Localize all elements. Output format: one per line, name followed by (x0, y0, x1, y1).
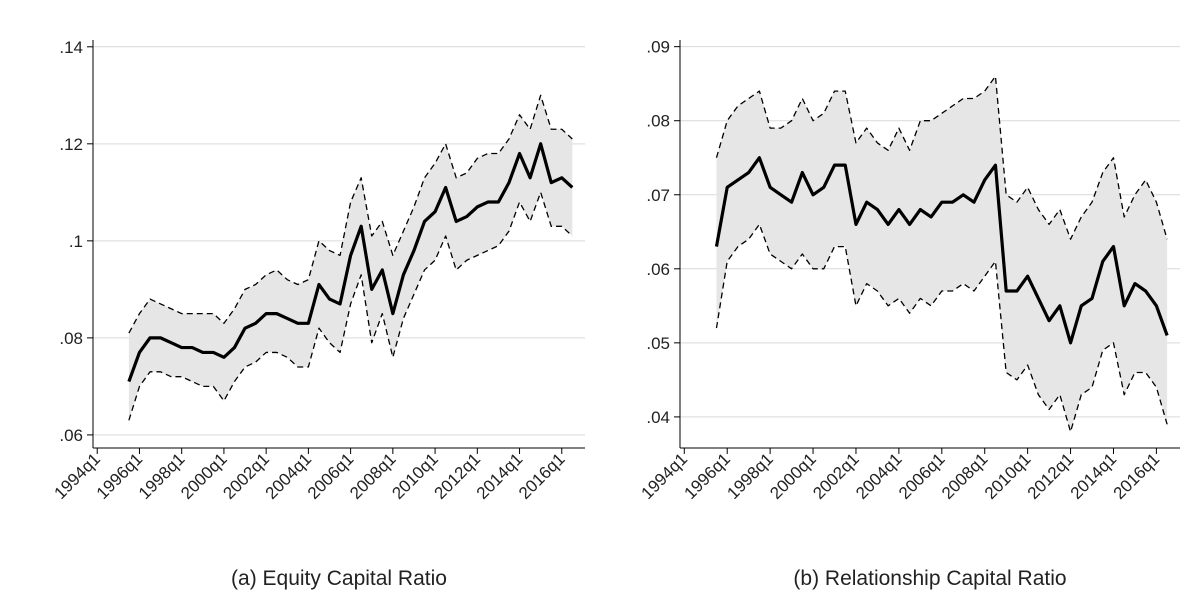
x-tick-label: 2008q1 (938, 449, 992, 503)
x-tick-label: 2012q1 (1024, 449, 1078, 503)
y-tick-label: .09 (646, 38, 670, 57)
x-tick-label: 2002q1 (219, 449, 273, 503)
x-tick-label: 2006q1 (304, 449, 358, 503)
x-tick-label: 2016q1 (1110, 449, 1164, 503)
estimate-line (127, 142, 574, 383)
chart-panel: .06.08.1.12.141994q11996q11998q12000q120… (50, 38, 585, 590)
x-tick-label: 2006q1 (895, 449, 949, 503)
x-tick-label: 2016q1 (515, 449, 569, 503)
confidence-band (716, 76, 1168, 432)
confidence-bound (715, 223, 1168, 433)
x-tick-label: 2000q1 (766, 449, 820, 503)
x-tick-label: 2010q1 (388, 449, 442, 503)
x-tick-label: 2014q1 (1067, 449, 1121, 503)
y-tick-label: .08 (646, 112, 670, 131)
x-tick-label: 1994q1 (50, 449, 104, 503)
y-tick-label: .14 (59, 38, 83, 57)
y-tick-label: .12 (59, 135, 83, 154)
x-tick-label: 2004q1 (262, 449, 316, 503)
y-tick-label: .06 (59, 426, 83, 445)
x-tick-label: 1994q1 (638, 449, 692, 503)
x-tick-label: 2014q1 (473, 449, 527, 503)
confidence-bound (715, 75, 1168, 240)
confidence-bound (128, 191, 573, 421)
x-tick-label: 2000q1 (177, 449, 231, 503)
chart-panel: .04 .05 .06 .07 .08 .09 1994q11996q11998q12000… (638, 38, 1180, 590)
estimate-line (714, 156, 1169, 345)
x-tick-label: 2008q1 (346, 449, 400, 503)
y-tick-label: .1 (69, 232, 83, 251)
y-tick-label: .08 (59, 329, 83, 348)
y-tick-label: .06 (646, 260, 670, 279)
x-tick-label: 2010q1 (981, 449, 1035, 503)
y-tick-label: .05 (646, 334, 670, 353)
x-tick-label: 2004q1 (852, 449, 906, 503)
x-tick-label: 2002q1 (809, 449, 863, 503)
chart-title: (a) Equity Capital Ratio (231, 567, 447, 590)
chart-title: (b) Relationship Capital Ratio (793, 567, 1066, 590)
x-tick-label: 1998q1 (135, 449, 189, 503)
y-tick-label: .04 (646, 408, 670, 427)
x-tick-label: 1998q1 (723, 449, 777, 503)
x-tick-label: 1996q1 (680, 449, 734, 503)
y-tick-label: .07 (646, 186, 670, 205)
x-tick-label: 1996q1 (93, 449, 147, 503)
x-tick-label: 2012q1 (431, 449, 485, 503)
